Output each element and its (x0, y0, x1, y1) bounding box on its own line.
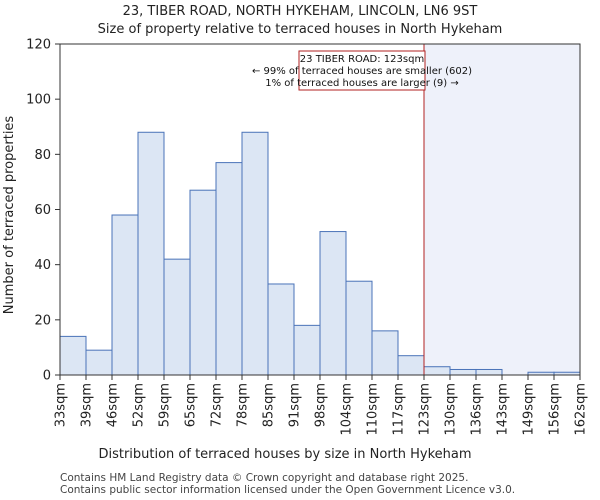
y-tick-label: 80 (34, 148, 51, 163)
bar-136sqm (475, 368, 503, 376)
bar-117sqm (397, 355, 425, 376)
x-tick-label: 143sqm (496, 383, 511, 436)
y-tick-label: 40 (34, 258, 51, 273)
bar-123sqm (423, 366, 451, 376)
y-tick-label: 0 (43, 369, 51, 384)
x-tick-label: 117sqm (392, 383, 407, 436)
x-tick-label: 78sqm (236, 383, 251, 427)
bar-78sqm (241, 131, 269, 376)
y-tick-label: 100 (26, 93, 51, 108)
bar-104sqm (345, 280, 373, 376)
x-tick-label: 156sqm (548, 383, 563, 436)
x-tick-label: 85sqm (262, 383, 277, 427)
bar-39sqm (85, 349, 113, 376)
x-axis-label: Distribution of terraced houses by size … (98, 447, 471, 462)
x-tick-label: 123sqm (418, 383, 433, 436)
x-tick-label: 33sqm (54, 383, 69, 427)
bar-46sqm (111, 214, 139, 376)
x-tick-label: 110sqm (366, 383, 381, 436)
annotation-line1: 23 TIBER ROAD: 123sqm (300, 54, 424, 65)
annotation-border (298, 50, 426, 91)
x-tick-label: 59sqm (158, 383, 173, 427)
bar-91sqm (293, 324, 321, 376)
x-tick-label: 39sqm (80, 383, 95, 427)
y-axis-label: Number of terraced properties (2, 116, 17, 315)
bar-72sqm (215, 162, 243, 376)
annotation-line3: 1% of terraced houses are larger (9) → (265, 78, 459, 89)
y-tick-label: 60 (34, 203, 51, 218)
chart-title-line1: 23, TIBER ROAD, NORTH HYKEHAM, LINCOLN, … (123, 4, 478, 19)
x-tick-label: 72sqm (210, 383, 225, 427)
y-tick-label: 120 (26, 38, 51, 53)
x-ticks: 33sqm 39sqm 46sqm 52sqm 59sqm 65sqm 72sqm 78sqm… (54, 375, 589, 436)
x-tick-label: 162sqm (574, 383, 589, 436)
bars-layer (59, 131, 581, 376)
bar-110sqm (371, 330, 399, 376)
annotation-box: 23 TIBER ROAD: 123sqm ← 99% of terraced … (252, 50, 472, 91)
annotation-line2: ← 99% of terraced houses are smaller (60… (252, 66, 472, 77)
x-tick-label: 52sqm (132, 383, 147, 427)
chart-title-line2: Size of property relative to terraced ho… (98, 22, 503, 37)
bar-130sqm (449, 368, 477, 376)
footer-line2: Contains public sector information licen… (60, 484, 515, 496)
y-tick-label: 20 (34, 313, 51, 328)
bar-85sqm (267, 283, 295, 376)
x-tick-label: 130sqm (444, 383, 459, 436)
bar-65sqm (189, 189, 217, 376)
x-tick-label: 104sqm (340, 383, 355, 436)
bar-98sqm (319, 231, 347, 376)
y-ticks: 0 20 40 60 80 100 120 (26, 38, 60, 384)
bar-52sqm (137, 131, 165, 376)
x-tick-label: 149sqm (522, 383, 537, 436)
x-tick-label: 91sqm (288, 383, 303, 427)
x-tick-label: 46sqm (106, 383, 121, 427)
x-tick-label: 65sqm (184, 383, 199, 427)
x-tick-label: 98sqm (314, 383, 329, 427)
highlight-region (424, 44, 580, 375)
footer-line1: Contains HM Land Registry data © Crown c… (60, 472, 468, 484)
highlight-region-layer (424, 44, 580, 375)
x-tick-label: 136sqm (470, 383, 485, 436)
bar-33sqm (59, 335, 87, 376)
bar-59sqm (163, 258, 191, 376)
